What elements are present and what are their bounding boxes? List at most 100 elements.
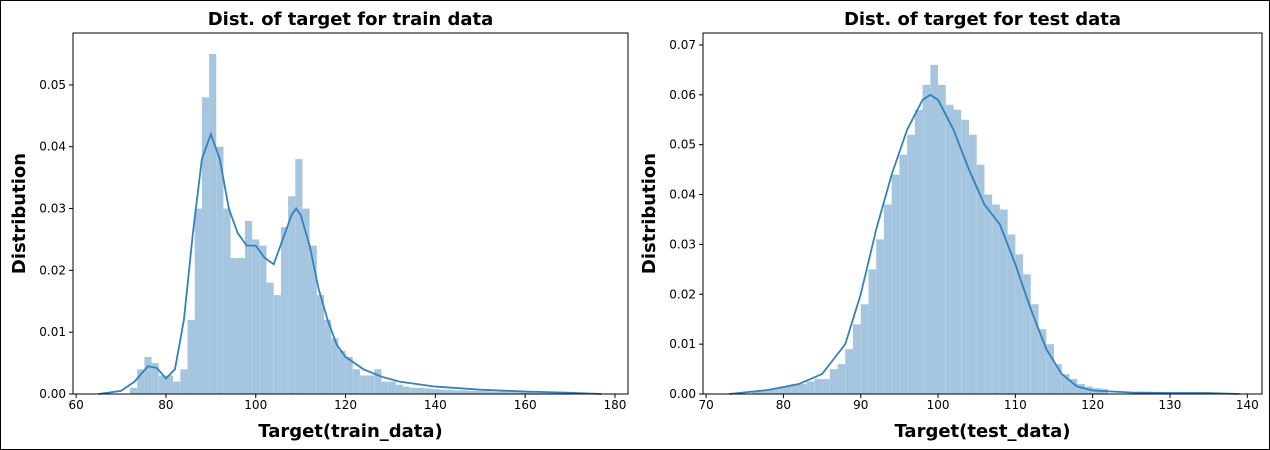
bar (837, 364, 846, 394)
x-tick-label: 80 (158, 398, 173, 412)
y-tick-label: 0.05 (39, 78, 66, 92)
bar (868, 269, 877, 394)
bar (775, 388, 784, 394)
bar (914, 109, 923, 394)
bar (144, 356, 152, 394)
y-tick-label: 0.06 (669, 88, 696, 102)
bar (410, 387, 418, 394)
chart-title: Dist. of target for train data (208, 9, 494, 30)
x-tick-label: 120 (1081, 398, 1104, 412)
bar (187, 319, 195, 394)
bar (961, 119, 969, 394)
bar (760, 390, 768, 394)
bar (829, 369, 838, 394)
bar (1007, 234, 1016, 394)
bar (474, 390, 483, 394)
bar (194, 208, 202, 394)
x-axis-label: Target(test_data) (894, 421, 1070, 442)
bar (295, 159, 303, 394)
x-tick-label: 130 (1159, 398, 1182, 412)
bar (922, 84, 931, 394)
plot-frame (702, 32, 1263, 395)
bar (503, 391, 511, 394)
bar (180, 369, 188, 394)
bar (331, 338, 339, 394)
plot-frame (72, 32, 629, 395)
y-tick-label: 0.00 (39, 387, 66, 401)
bar (151, 363, 159, 394)
bar (438, 389, 447, 394)
y-tick-label: 0.03 (669, 237, 696, 251)
bar (374, 369, 382, 394)
bar (1077, 384, 1085, 394)
bar (860, 304, 869, 394)
bar (525, 392, 533, 394)
y-tick-label: 0.04 (669, 188, 696, 202)
y-tick-label: 0.07 (669, 38, 696, 52)
bar (1030, 304, 1039, 394)
bar (367, 375, 375, 394)
bar (496, 391, 504, 394)
bar (1023, 274, 1031, 394)
x-tick-label: 70 (698, 398, 713, 412)
bar (992, 204, 1000, 394)
bar (546, 392, 554, 394)
bar (791, 384, 799, 394)
y-axis-label: Distribution (639, 153, 660, 274)
bar (395, 384, 404, 394)
x-tick-label: 100 (927, 398, 950, 412)
bar (280, 227, 289, 394)
bar (907, 134, 915, 394)
bar (1061, 374, 1070, 394)
bar (309, 245, 317, 394)
bar (359, 375, 368, 394)
bar (517, 392, 526, 394)
bar (752, 391, 761, 394)
bar (165, 375, 174, 394)
bar (230, 258, 238, 394)
bar (381, 381, 389, 394)
x-tick-label: 140 (1236, 398, 1259, 412)
bar (489, 391, 497, 394)
bar (424, 388, 432, 394)
bar (852, 324, 861, 394)
bar (553, 392, 562, 394)
y-tick-label: 0.03 (39, 202, 66, 216)
bar (1015, 254, 1024, 394)
x-tick-label: 100 (244, 398, 267, 412)
bar (539, 392, 547, 394)
bar (201, 97, 210, 395)
bar (467, 390, 475, 394)
y-tick-label: 0.02 (669, 287, 696, 301)
bar (130, 387, 138, 394)
bar (446, 389, 454, 394)
bar (302, 208, 310, 394)
x-axis-label: Target(train_data) (258, 421, 443, 442)
bar (938, 84, 946, 394)
bar (173, 381, 181, 394)
bar (388, 381, 396, 394)
bar (1038, 329, 1047, 394)
bar (984, 194, 993, 394)
x-tick-label: 80 (776, 398, 791, 412)
bar (822, 379, 830, 394)
bar (431, 389, 439, 394)
x-tick-label: 160 (514, 398, 537, 412)
y-tick-label: 0.01 (39, 325, 66, 339)
x-tick-label: 60 (69, 398, 84, 412)
x-tick-label: 120 (334, 398, 357, 412)
x-tick-label: 90 (853, 398, 868, 412)
bar (814, 379, 823, 394)
bar (259, 245, 267, 394)
bar (288, 196, 296, 394)
y-tick-label: 0.00 (669, 387, 696, 401)
bar (845, 349, 853, 394)
bar (158, 375, 166, 394)
bar (999, 209, 1008, 394)
kde-line (98, 131, 602, 395)
bar (403, 386, 411, 394)
bar (266, 282, 274, 394)
x-tick-label: 180 (604, 398, 627, 412)
y-tick-label: 0.01 (669, 337, 696, 351)
bar (345, 356, 353, 394)
